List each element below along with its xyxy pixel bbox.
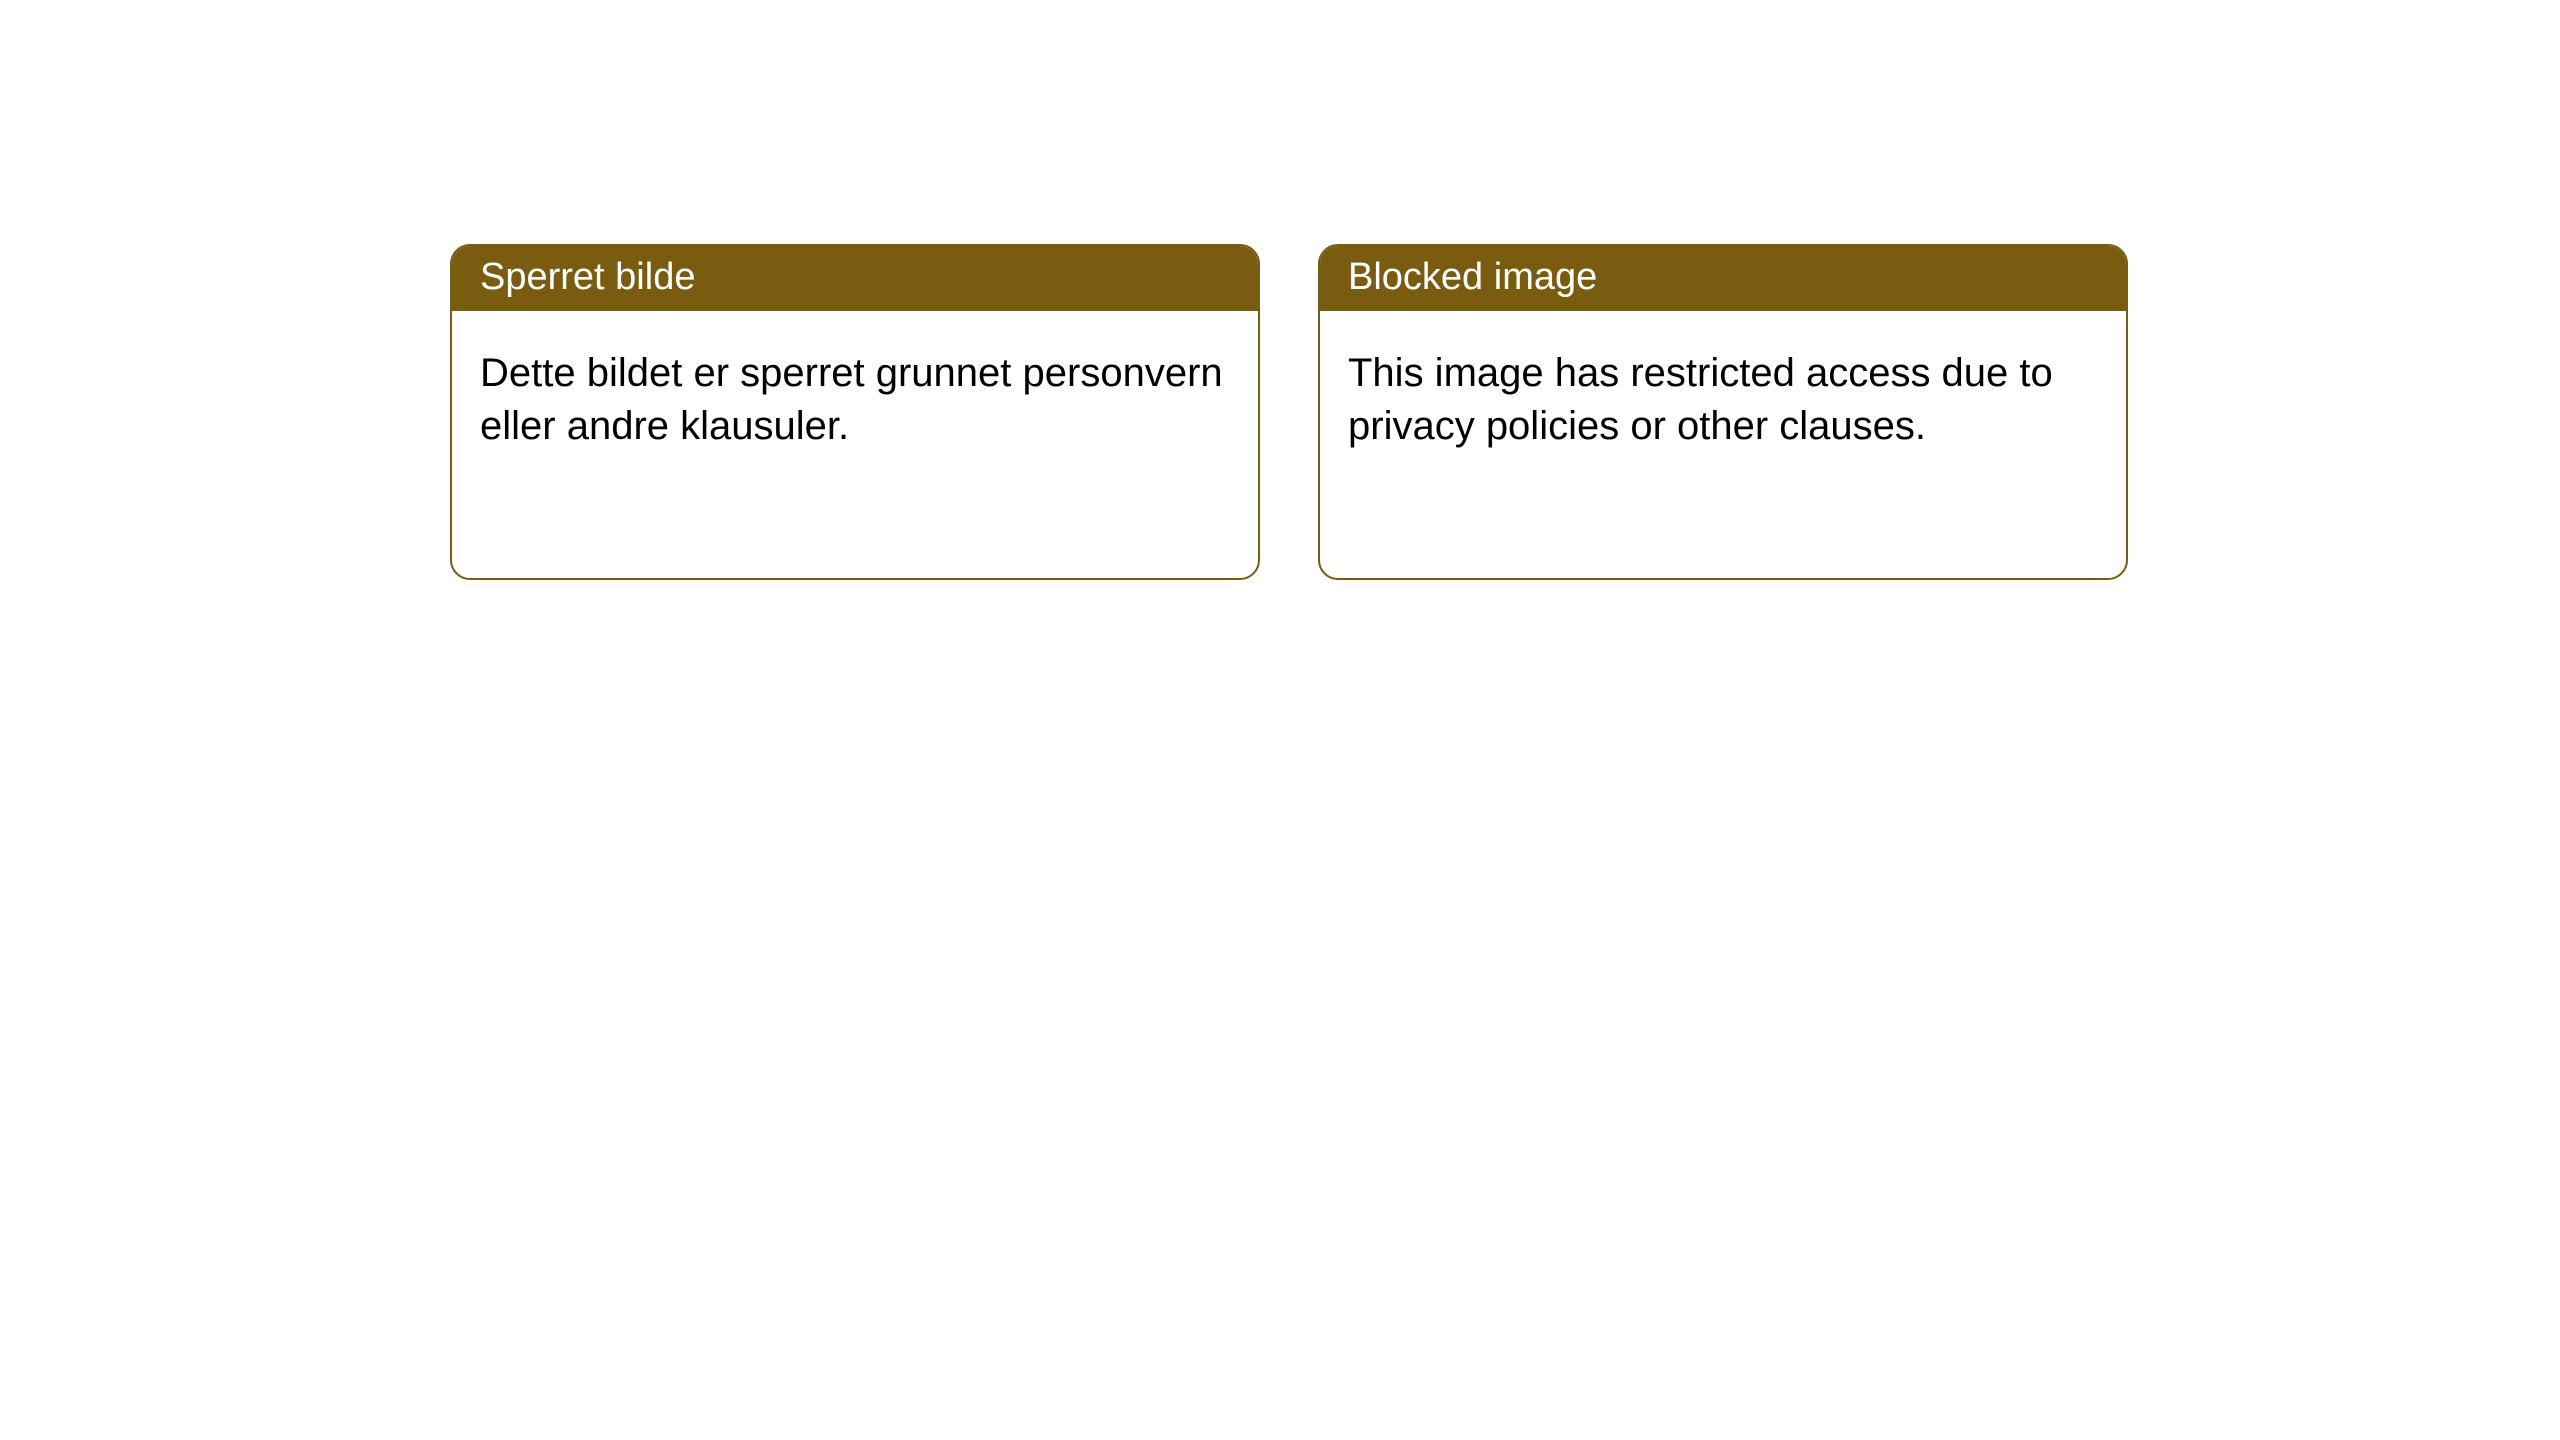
notice-body-norwegian: Dette bildet er sperret grunnet personve… bbox=[452, 311, 1258, 489]
notice-header-norwegian: Sperret bilde bbox=[452, 246, 1258, 311]
notice-header-english: Blocked image bbox=[1320, 246, 2126, 311]
notice-body-english: This image has restricted access due to … bbox=[1320, 311, 2126, 489]
notice-card-english: Blocked image This image has restricted … bbox=[1318, 244, 2128, 580]
notice-card-norwegian: Sperret bilde Dette bildet er sperret gr… bbox=[450, 244, 1260, 580]
notice-container: Sperret bilde Dette bildet er sperret gr… bbox=[0, 0, 2560, 580]
